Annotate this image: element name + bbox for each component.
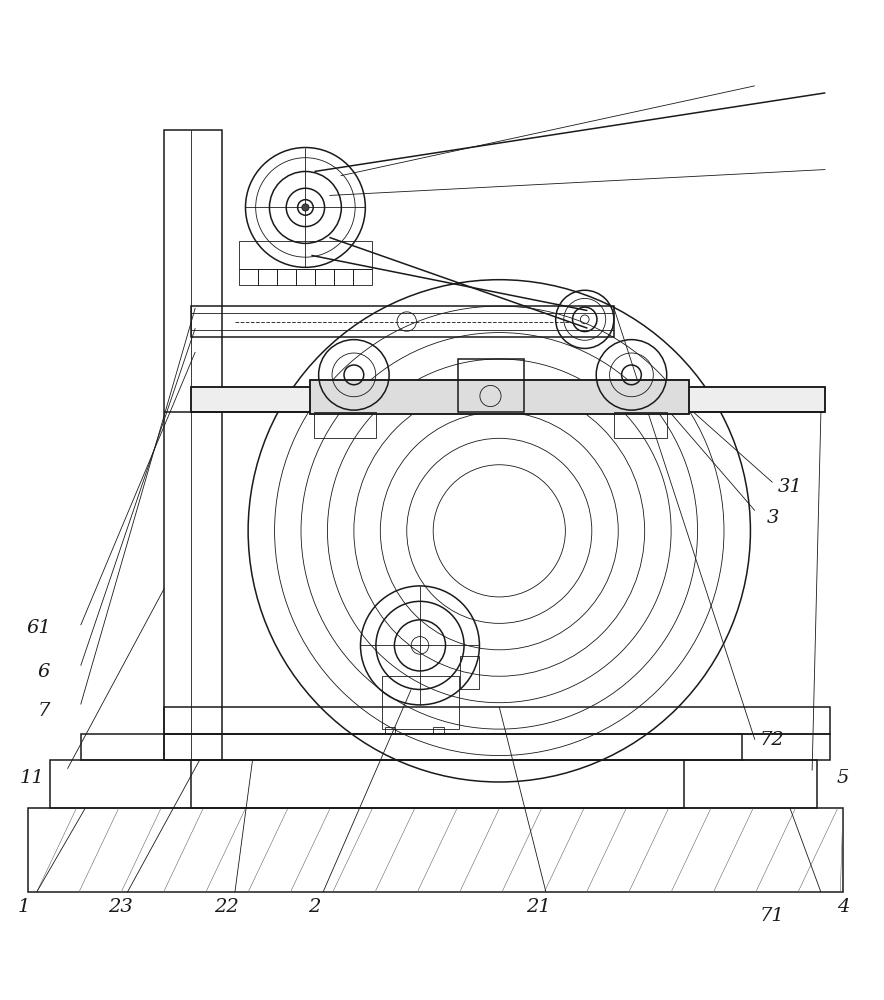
Text: 72: 72: [760, 731, 785, 749]
Bar: [50, 760, 817, 808]
Bar: [314, 412, 376, 438]
Bar: [382, 676, 459, 729]
Text: 22: 22: [214, 898, 239, 916]
Bar: [191, 387, 826, 412]
Bar: [240, 241, 371, 269]
Text: 21: 21: [527, 898, 552, 916]
Bar: [613, 412, 667, 438]
Text: 23: 23: [108, 898, 133, 916]
Bar: [191, 760, 684, 808]
Text: 6: 6: [37, 663, 50, 681]
Bar: [334, 269, 353, 285]
Bar: [315, 269, 334, 285]
Bar: [296, 269, 315, 285]
Bar: [240, 269, 258, 285]
Circle shape: [301, 204, 309, 211]
Bar: [385, 727, 395, 734]
Text: 3: 3: [766, 509, 779, 527]
Bar: [460, 656, 479, 689]
Text: 1: 1: [17, 898, 29, 916]
Text: 71: 71: [760, 907, 785, 925]
Bar: [164, 734, 830, 760]
Text: 5: 5: [837, 769, 850, 787]
Bar: [277, 269, 296, 285]
Bar: [164, 130, 222, 760]
Bar: [191, 387, 826, 412]
Bar: [433, 727, 444, 734]
Bar: [191, 306, 613, 337]
Bar: [27, 808, 843, 892]
Text: 7: 7: [37, 702, 50, 720]
Bar: [258, 269, 277, 285]
Bar: [309, 380, 689, 414]
Bar: [164, 707, 830, 734]
Bar: [458, 359, 524, 412]
Text: 2: 2: [308, 898, 320, 916]
Bar: [80, 734, 742, 760]
Text: 61: 61: [26, 619, 50, 637]
Text: 4: 4: [837, 898, 850, 916]
Bar: [309, 380, 689, 414]
Text: 31: 31: [778, 478, 803, 496]
Text: 11: 11: [19, 769, 44, 787]
Bar: [353, 269, 371, 285]
